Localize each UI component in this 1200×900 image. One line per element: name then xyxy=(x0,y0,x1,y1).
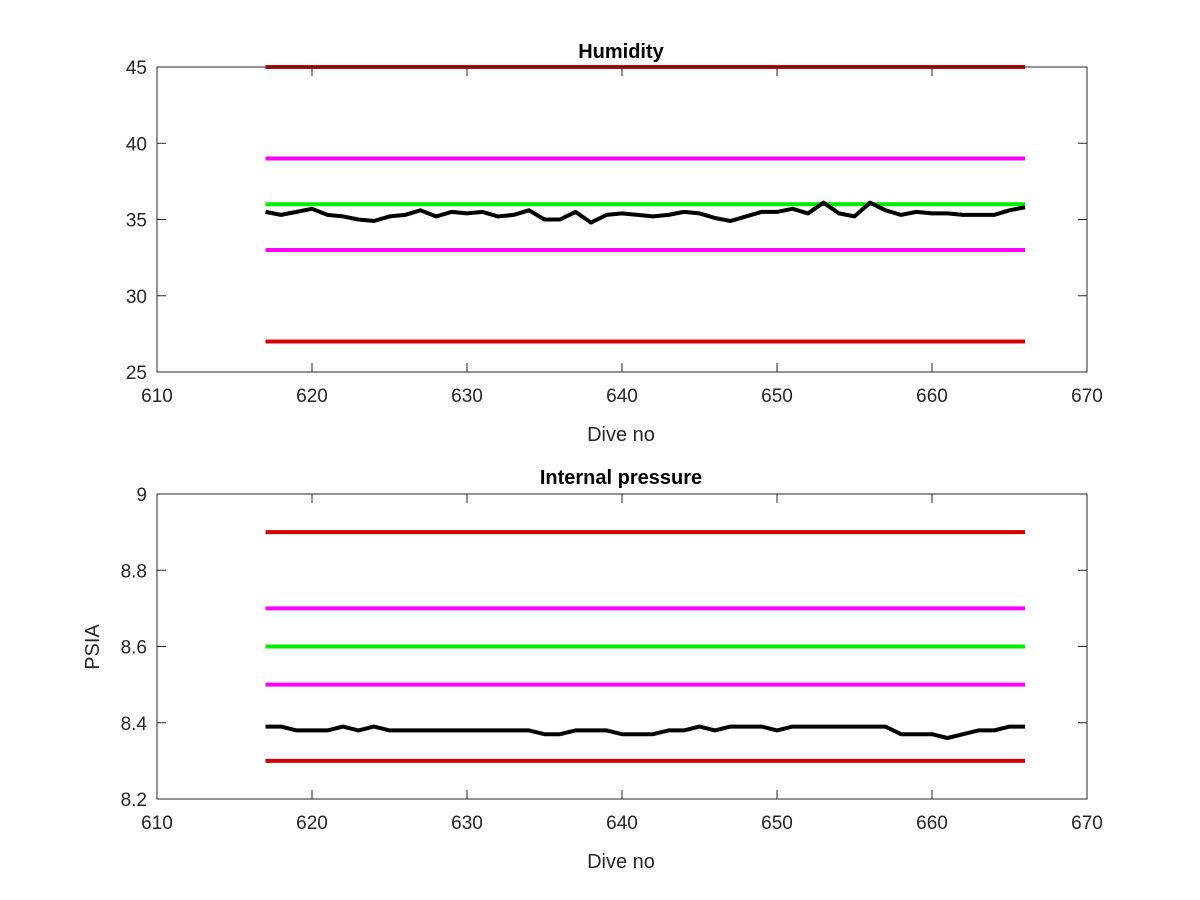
pressure-y-tick-label: 9 xyxy=(136,485,147,506)
humidity-x-tick-label: 640 xyxy=(606,386,638,407)
humidity-plot-area: 610 620 630 640 650 660 670 25 30 35 40 45 xyxy=(126,58,1103,407)
humidity-y-tick-label: 35 xyxy=(126,211,147,232)
pressure-x-tick-label: 610 xyxy=(141,813,173,834)
pressure-plot-area: 610 620 630 640 650 660 670 8.2 8.4 8.6 8.8 9 xyxy=(121,485,1103,834)
pressure-x-tick-label: 670 xyxy=(1071,813,1103,834)
humidity-x-tick-label: 670 xyxy=(1071,386,1103,407)
humidity-y-tick-label: 45 xyxy=(126,58,147,79)
pressure-title: Internal pressure xyxy=(540,467,702,489)
humidity-data-series-line xyxy=(265,200,1026,225)
pressure-y-tick-label: 8.2 xyxy=(121,790,147,811)
humidity-x-axis-label: Dive no xyxy=(587,424,655,446)
humidity-x-tick-label: 660 xyxy=(916,386,948,407)
pressure-x-tick-label: 650 xyxy=(761,813,793,834)
humidity-y-tick-label: 40 xyxy=(126,134,147,155)
humidity-y-tick-label: 25 xyxy=(126,363,147,384)
humidity-title: Humidity xyxy=(578,41,664,63)
pressure-y-axis-label: PSIA xyxy=(82,624,104,670)
pressure-x-axis-label: Dive no xyxy=(587,851,655,873)
pressure-y-tick-label: 8.8 xyxy=(121,561,147,582)
humidity-y-tick-label: 30 xyxy=(126,287,147,308)
humidity-subplot: Humidity Dive no 610 620 630 640 650 660 670 25… xyxy=(126,41,1103,446)
pressure-subplot: Internal pressure Dive no PSIA 610 620 630… xyxy=(82,467,1103,873)
humidity-x-tick-label: 620 xyxy=(296,386,328,407)
pressure-x-tick-label: 660 xyxy=(916,813,948,834)
humidity-x-tick-label: 650 xyxy=(761,386,793,407)
pressure-data-series-line xyxy=(265,724,1025,740)
humidity-x-tick-label: 630 xyxy=(451,386,483,407)
humidity-x-tick-label: 610 xyxy=(141,386,173,407)
pressure-y-tick-label: 8.6 xyxy=(121,638,147,659)
pressure-x-tick-label: 620 xyxy=(296,813,328,834)
pressure-x-tick-label: 630 xyxy=(451,813,483,834)
pressure-y-tick-label: 8.4 xyxy=(121,714,148,735)
pressure-x-tick-label: 640 xyxy=(606,813,638,834)
